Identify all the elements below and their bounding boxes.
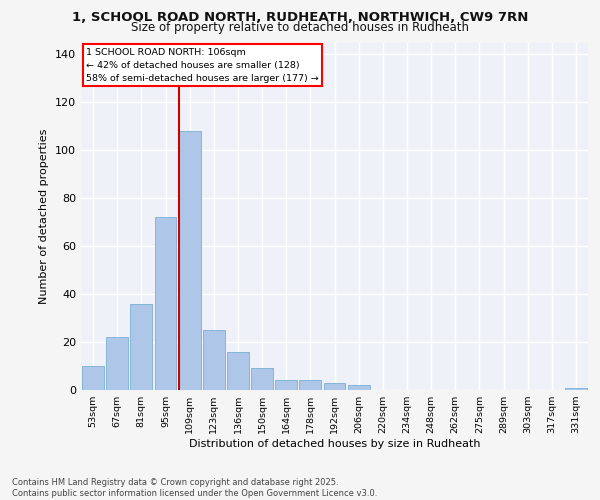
Bar [565,388,587,390]
Text: 1, SCHOOL ROAD NORTH, RUDHEATH, NORTHWICH, CW9 7RN: 1, SCHOOL ROAD NORTH, RUDHEATH, NORTHWIC… [72,11,528,24]
Bar [323,383,346,390]
Text: Size of property relative to detached houses in Rudheath: Size of property relative to detached ho… [131,21,469,34]
Bar [179,131,200,390]
Bar [275,380,297,390]
Bar [299,380,321,390]
Bar [227,352,249,390]
X-axis label: Distribution of detached houses by size in Rudheath: Distribution of detached houses by size … [189,439,480,449]
Text: 1 SCHOOL ROAD NORTH: 106sqm
← 42% of detached houses are smaller (128)
58% of se: 1 SCHOOL ROAD NORTH: 106sqm ← 42% of det… [86,48,319,83]
Text: Contains HM Land Registry data © Crown copyright and database right 2025.
Contai: Contains HM Land Registry data © Crown c… [12,478,377,498]
Y-axis label: Number of detached properties: Number of detached properties [40,128,49,304]
Bar [130,304,152,390]
Bar [251,368,273,390]
Bar [155,218,176,390]
Bar [82,366,104,390]
Bar [203,330,224,390]
Bar [106,338,128,390]
Bar [348,385,370,390]
